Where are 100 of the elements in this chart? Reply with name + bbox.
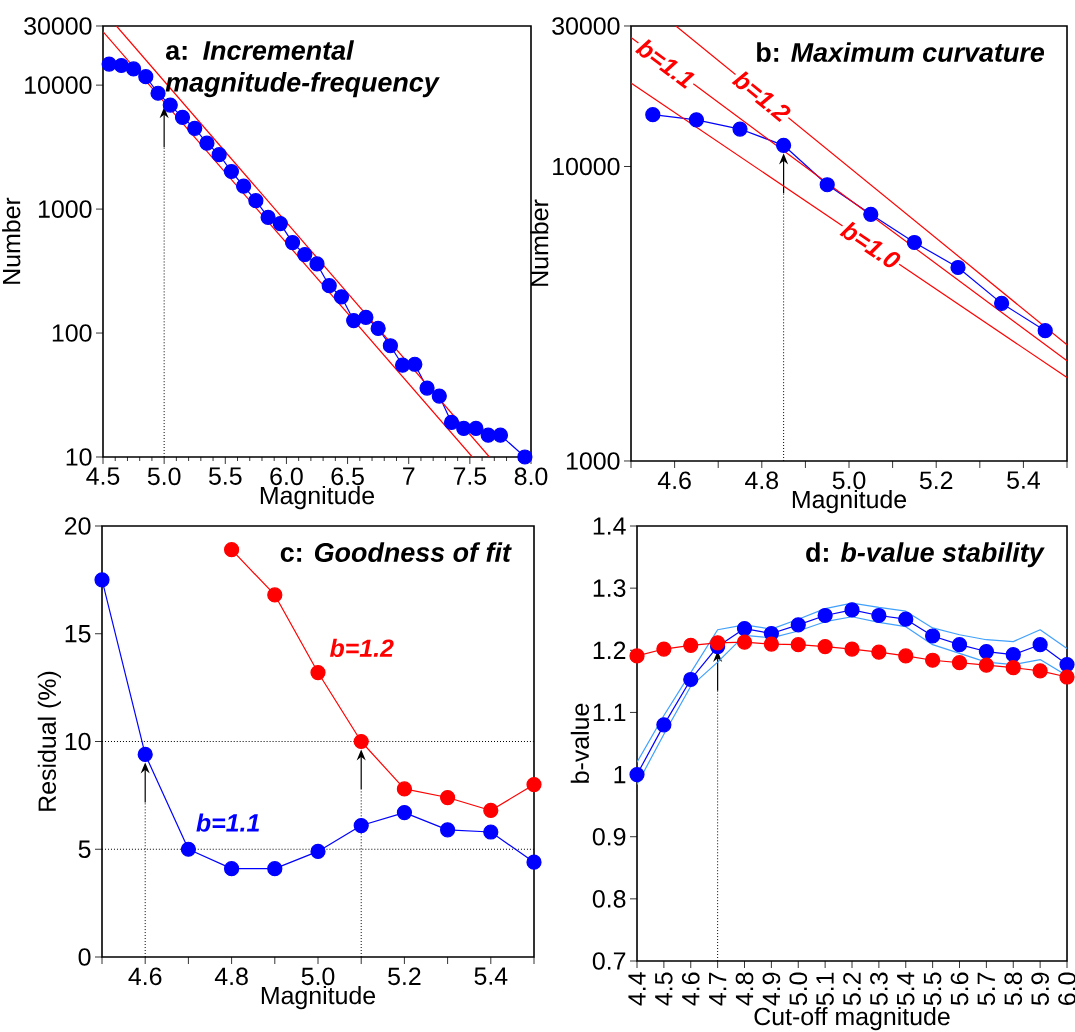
- point: [224, 542, 240, 558]
- point: [248, 193, 264, 209]
- y-axis-title: Residual (%): [37, 671, 61, 811]
- x-tick-label: 5.6: [950, 972, 969, 1006]
- point: [272, 215, 288, 232]
- y-tick-label: 15: [65, 625, 91, 643]
- text: a: Incremental magnitude-frequency: [165, 40, 440, 98]
- point: [906, 234, 923, 251]
- x-tick-label: 5.2: [919, 471, 953, 490]
- point: [321, 278, 337, 294]
- point: [1005, 660, 1021, 676]
- point: [1032, 637, 1048, 653]
- point: [260, 209, 276, 225]
- point: [871, 644, 887, 660]
- y-tick-label: 1.1: [593, 703, 626, 721]
- x-tick-label: 7.5: [453, 467, 487, 485]
- point: [1059, 669, 1075, 685]
- point: [419, 380, 435, 396]
- point: [645, 107, 661, 123]
- point: [125, 61, 142, 77]
- y-tick-label: 100: [52, 324, 92, 342]
- x-tick-label: 5.0: [789, 972, 808, 1006]
- point: [187, 120, 203, 136]
- point: [790, 617, 806, 633]
- point: [790, 637, 806, 653]
- point: [656, 717, 672, 733]
- x-tick-label: 5.4: [897, 972, 915, 1006]
- x-tick-label: 5.3: [870, 972, 888, 1006]
- point: [683, 637, 699, 653]
- point: [310, 843, 326, 859]
- point: [297, 246, 313, 263]
- point: [1032, 663, 1048, 679]
- point: [819, 177, 835, 193]
- point: [443, 414, 460, 431]
- point: [1059, 656, 1075, 673]
- x-tick-label: 5.9: [1031, 972, 1049, 1006]
- point: [978, 643, 994, 660]
- series-label: b=1.2: [329, 638, 394, 658]
- point: [683, 671, 699, 688]
- point: [224, 861, 240, 877]
- x-tick-label: 4.4: [628, 972, 646, 1006]
- point: [844, 602, 860, 618]
- y-tick-label: 30000: [24, 17, 92, 35]
- x-tick-label: 5.7: [977, 972, 996, 1006]
- point: [333, 289, 350, 305]
- y-tick-label: 0.8: [592, 890, 626, 908]
- y-tick-label: 10: [65, 732, 91, 751]
- point: [817, 638, 833, 655]
- point: [113, 57, 129, 74]
- x-tick-label: 6.0: [270, 467, 303, 486]
- point: [978, 657, 994, 673]
- point: [358, 309, 374, 325]
- point: [353, 817, 369, 834]
- y-tick-label: 1000: [566, 452, 620, 470]
- y-tick-label: 10000: [25, 76, 92, 94]
- point: [396, 781, 412, 797]
- point: [370, 320, 386, 336]
- point: [396, 805, 412, 821]
- point: [267, 861, 283, 877]
- point: [817, 607, 833, 624]
- point: [162, 97, 178, 113]
- y-tick-label: 0.9: [592, 827, 626, 846]
- point: [199, 135, 215, 151]
- point: [656, 641, 672, 657]
- y-tick-label: 0: [78, 948, 91, 966]
- point: [309, 256, 325, 272]
- point: [346, 313, 362, 329]
- x-tick-label: 4.8: [735, 972, 754, 1006]
- chart-title: b: Maximum curvature: [757, 42, 1045, 62]
- x-tick-label: 5.0: [147, 467, 181, 486]
- chart-title: c: Goodness of fit: [280, 542, 512, 562]
- x-tick-label: 5.2: [388, 967, 421, 986]
- x-tick-label: 5.2: [843, 972, 861, 1006]
- point: [483, 802, 499, 819]
- point: [925, 628, 941, 644]
- point: [236, 178, 252, 194]
- point: [456, 420, 472, 437]
- point: [223, 163, 239, 180]
- point: [492, 427, 509, 443]
- x-tick-label: 5.4: [1007, 471, 1040, 489]
- point: [844, 641, 860, 657]
- point: [440, 789, 456, 806]
- x-tick-label: 6.0: [1058, 972, 1075, 1005]
- point: [468, 420, 484, 437]
- point: [776, 137, 792, 153]
- point: [284, 234, 301, 251]
- point: [736, 634, 753, 650]
- point: [763, 636, 779, 652]
- x-tick-label: 4.5: [655, 972, 673, 1006]
- y-tick-label: 1.3: [593, 579, 626, 597]
- x-tick-label: 4.8: [745, 471, 779, 490]
- y-axis-title: Number: [530, 199, 549, 286]
- point: [710, 635, 726, 651]
- x-tick-label: 5.8: [1004, 972, 1023, 1006]
- x-tick-label: 4.6: [657, 471, 691, 490]
- x-tick-label: 4.5: [86, 467, 120, 485]
- x-axis-title: Magnitude: [260, 485, 375, 510]
- point: [732, 121, 748, 137]
- point: [1005, 647, 1021, 663]
- x-tick-label: 4.6: [128, 967, 162, 986]
